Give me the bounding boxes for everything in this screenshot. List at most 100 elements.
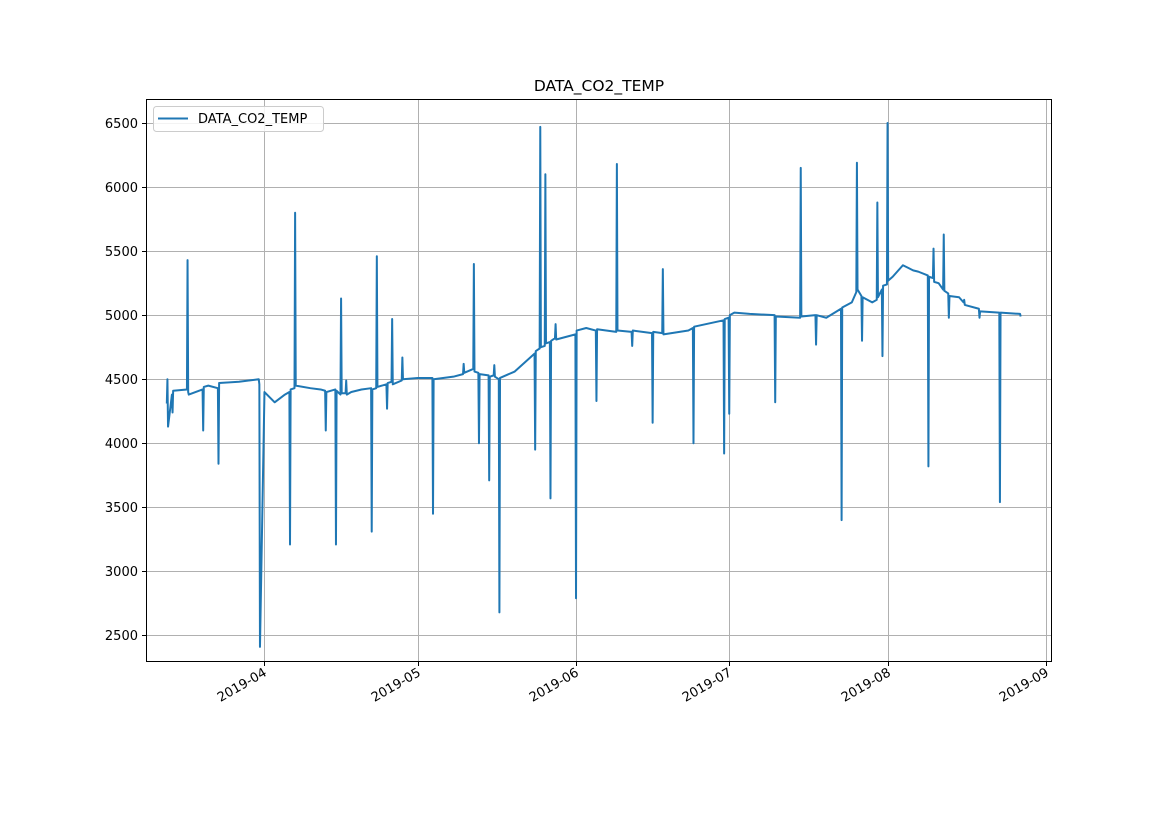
- data-point: [841, 307, 843, 309]
- data-point: [473, 371, 475, 373]
- data-point: [585, 327, 587, 329]
- data-point: [289, 389, 291, 391]
- y-tick-label: 2500: [105, 629, 138, 644]
- data-point: [596, 328, 598, 330]
- data-point: [652, 422, 654, 424]
- data-point: [463, 363, 465, 365]
- data-point: [325, 430, 327, 432]
- data-point: [871, 302, 873, 304]
- data-point: [350, 391, 352, 393]
- data-point: [1020, 316, 1022, 318]
- data-point: [774, 316, 776, 318]
- data-point: [432, 513, 434, 515]
- data-point: [938, 282, 940, 284]
- data-point: [473, 263, 475, 265]
- y-tick-label: 5000: [105, 309, 138, 324]
- data-point: [172, 394, 174, 396]
- data-point: [294, 387, 296, 389]
- data-point: [320, 389, 322, 391]
- data-point: [856, 291, 858, 293]
- data-point: [979, 311, 981, 313]
- data-point: [928, 466, 930, 468]
- data-point: [723, 453, 725, 455]
- data-point: [907, 267, 909, 269]
- data-point: [417, 377, 419, 379]
- data-point: [877, 202, 879, 204]
- data-point: [1020, 313, 1022, 315]
- data-point: [545, 345, 547, 347]
- data-point: [958, 296, 960, 298]
- data-point: [928, 276, 930, 278]
- data-point: [534, 449, 536, 451]
- data-point: [391, 381, 393, 383]
- data-point: [616, 330, 618, 332]
- data-point: [912, 270, 914, 272]
- y-tick-label: 5500: [105, 245, 138, 260]
- data-point: [948, 295, 950, 297]
- data-point: [218, 382, 220, 384]
- data-point: [728, 317, 730, 319]
- data-point: [693, 442, 695, 444]
- data-point: [478, 442, 480, 444]
- data-point: [963, 302, 965, 304]
- data-point: [376, 386, 378, 388]
- data-point: [238, 381, 240, 383]
- legend-label: DATA_CO2_TEMP: [198, 112, 307, 127]
- data-point: [294, 385, 296, 387]
- data-point: [274, 401, 276, 403]
- data-point: [335, 544, 337, 546]
- data-point: [259, 384, 261, 386]
- data-point: [259, 646, 261, 648]
- data-point: [386, 382, 388, 384]
- data-point: [534, 350, 536, 352]
- data-point: [999, 501, 1001, 503]
- data-point: [882, 285, 884, 287]
- data-point: [856, 162, 858, 164]
- y-tick-label: 3000: [105, 565, 138, 580]
- data-point: [539, 346, 541, 348]
- data-point: [310, 387, 312, 389]
- data-point: [948, 317, 950, 319]
- data-point: [325, 391, 327, 393]
- data-point: [963, 304, 965, 306]
- data-point: [688, 330, 690, 332]
- data-point: [882, 355, 884, 357]
- data-point: [453, 376, 455, 378]
- data-point: [432, 378, 434, 380]
- data-point: [361, 389, 363, 391]
- data-point: [499, 612, 501, 614]
- data-point: [943, 234, 945, 236]
- data-point: [800, 167, 802, 169]
- data-point: [948, 293, 950, 295]
- legend: DATA_CO2_TEMP: [153, 106, 324, 132]
- data-point: [335, 390, 337, 392]
- data-point: [887, 284, 889, 286]
- data-point: [187, 389, 189, 391]
- data-point: [815, 344, 817, 346]
- series-layer: [165, 122, 1022, 648]
- data-point: [550, 498, 552, 500]
- data-point: [596, 400, 598, 402]
- data-point: [728, 314, 730, 316]
- data-point: [294, 212, 296, 214]
- data-point: [851, 302, 853, 304]
- data-point: [167, 426, 169, 428]
- data-point: [575, 330, 577, 332]
- data-point: [289, 391, 291, 393]
- data-point: [218, 463, 220, 465]
- data-point: [345, 394, 347, 396]
- plot-frame: [146, 99, 1052, 662]
- data-point: [463, 372, 465, 374]
- data-point: [631, 345, 633, 347]
- data-point: [488, 376, 490, 378]
- data-point: [478, 373, 480, 375]
- data-point: [218, 387, 220, 389]
- chart-title: DATA_CO2_TEMP: [534, 77, 664, 96]
- data-point: [555, 339, 557, 341]
- data-point: [340, 298, 342, 300]
- data-point: [545, 343, 547, 345]
- data-point: [550, 340, 552, 342]
